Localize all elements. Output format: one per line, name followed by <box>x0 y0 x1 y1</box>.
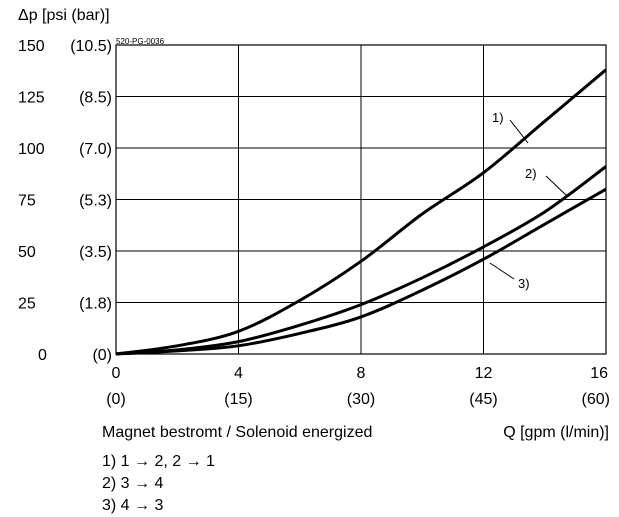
callout-leader-2 <box>545 175 568 197</box>
x-tick-label: 4 <box>234 365 243 382</box>
legend-item-1: 1) 1 → 2, 2 → 1 <box>102 453 215 470</box>
x-tick-sublabel: (45) <box>469 391 497 408</box>
curve-3 <box>115 187 607 356</box>
chart-caption: Magnet bestromt / Solenoid energized <box>102 424 372 441</box>
y-tick-label: 0 <box>38 347 47 364</box>
y-tick-label: 75 <box>18 193 36 210</box>
x-tick-sublabel: (0) <box>106 391 126 408</box>
callout-leader-3 <box>489 262 515 280</box>
x-tick-labels: 0 (0) 4 (15) 8 (30) 12 (45) 16 (60) <box>106 365 610 408</box>
x-tick-label: 16 <box>590 365 608 382</box>
x-tick-sublabel: (30) <box>347 391 375 408</box>
callout-leader-1 <box>509 119 529 144</box>
x-tick-label: 8 <box>357 365 366 382</box>
legend-item-3: 3) 4 → 3 <box>102 497 163 514</box>
y-tick-sublabel: (10.5) <box>70 38 112 55</box>
callout-label-2: 2) <box>525 166 537 181</box>
x-tick-label: 12 <box>475 365 493 382</box>
plot-frame <box>115 44 607 355</box>
curves <box>115 68 607 356</box>
x-tick-label: 0 <box>112 365 121 382</box>
y-tick-label: 100 <box>18 141 45 158</box>
legend: 1) 1 → 2, 2 → 1 2) 3 → 4 3) 4 → 3 <box>102 453 215 514</box>
y-tick-label: 25 <box>18 296 36 313</box>
x-tick-sublabel: (60) <box>582 391 610 408</box>
y-tick-sublabel: (8.5) <box>79 90 112 107</box>
y-tick-sublabel: (7.0) <box>79 141 112 158</box>
y-axis-label: Δp [psi (bar)] <box>18 7 110 24</box>
y-tick-sublabel: (0) <box>92 347 112 364</box>
plot-border <box>115 44 607 355</box>
legend-item-2: 2) 3 → 4 <box>102 475 163 492</box>
x-tick-sublabel: (15) <box>224 391 252 408</box>
y-tick-label: 150 <box>18 38 45 55</box>
curve-callouts: 1) 2) 3) <box>489 110 568 291</box>
grid-lines <box>116 45 606 354</box>
y-tick-sublabel: (5.3) <box>79 193 112 210</box>
y-tick-sublabel: (1.8) <box>79 296 112 313</box>
x-axis-label: Q [gpm (l/min)] <box>503 424 609 441</box>
y-tick-label: 50 <box>18 244 36 261</box>
curve-1 <box>115 68 607 356</box>
document-code: 520-PG-0036 <box>116 37 165 46</box>
y-tick-label: 125 <box>18 90 45 107</box>
y-tick-labels: 150 (10.5) 125 (8.5) 100 (7.0) 75 (5.3) 50 (3.5) 2… <box>18 38 112 364</box>
y-tick-sublabel: (3.5) <box>79 244 112 261</box>
callout-label-1: 1) <box>492 110 504 125</box>
curve-2 <box>115 165 607 356</box>
callout-label-3: 3) <box>518 276 530 291</box>
